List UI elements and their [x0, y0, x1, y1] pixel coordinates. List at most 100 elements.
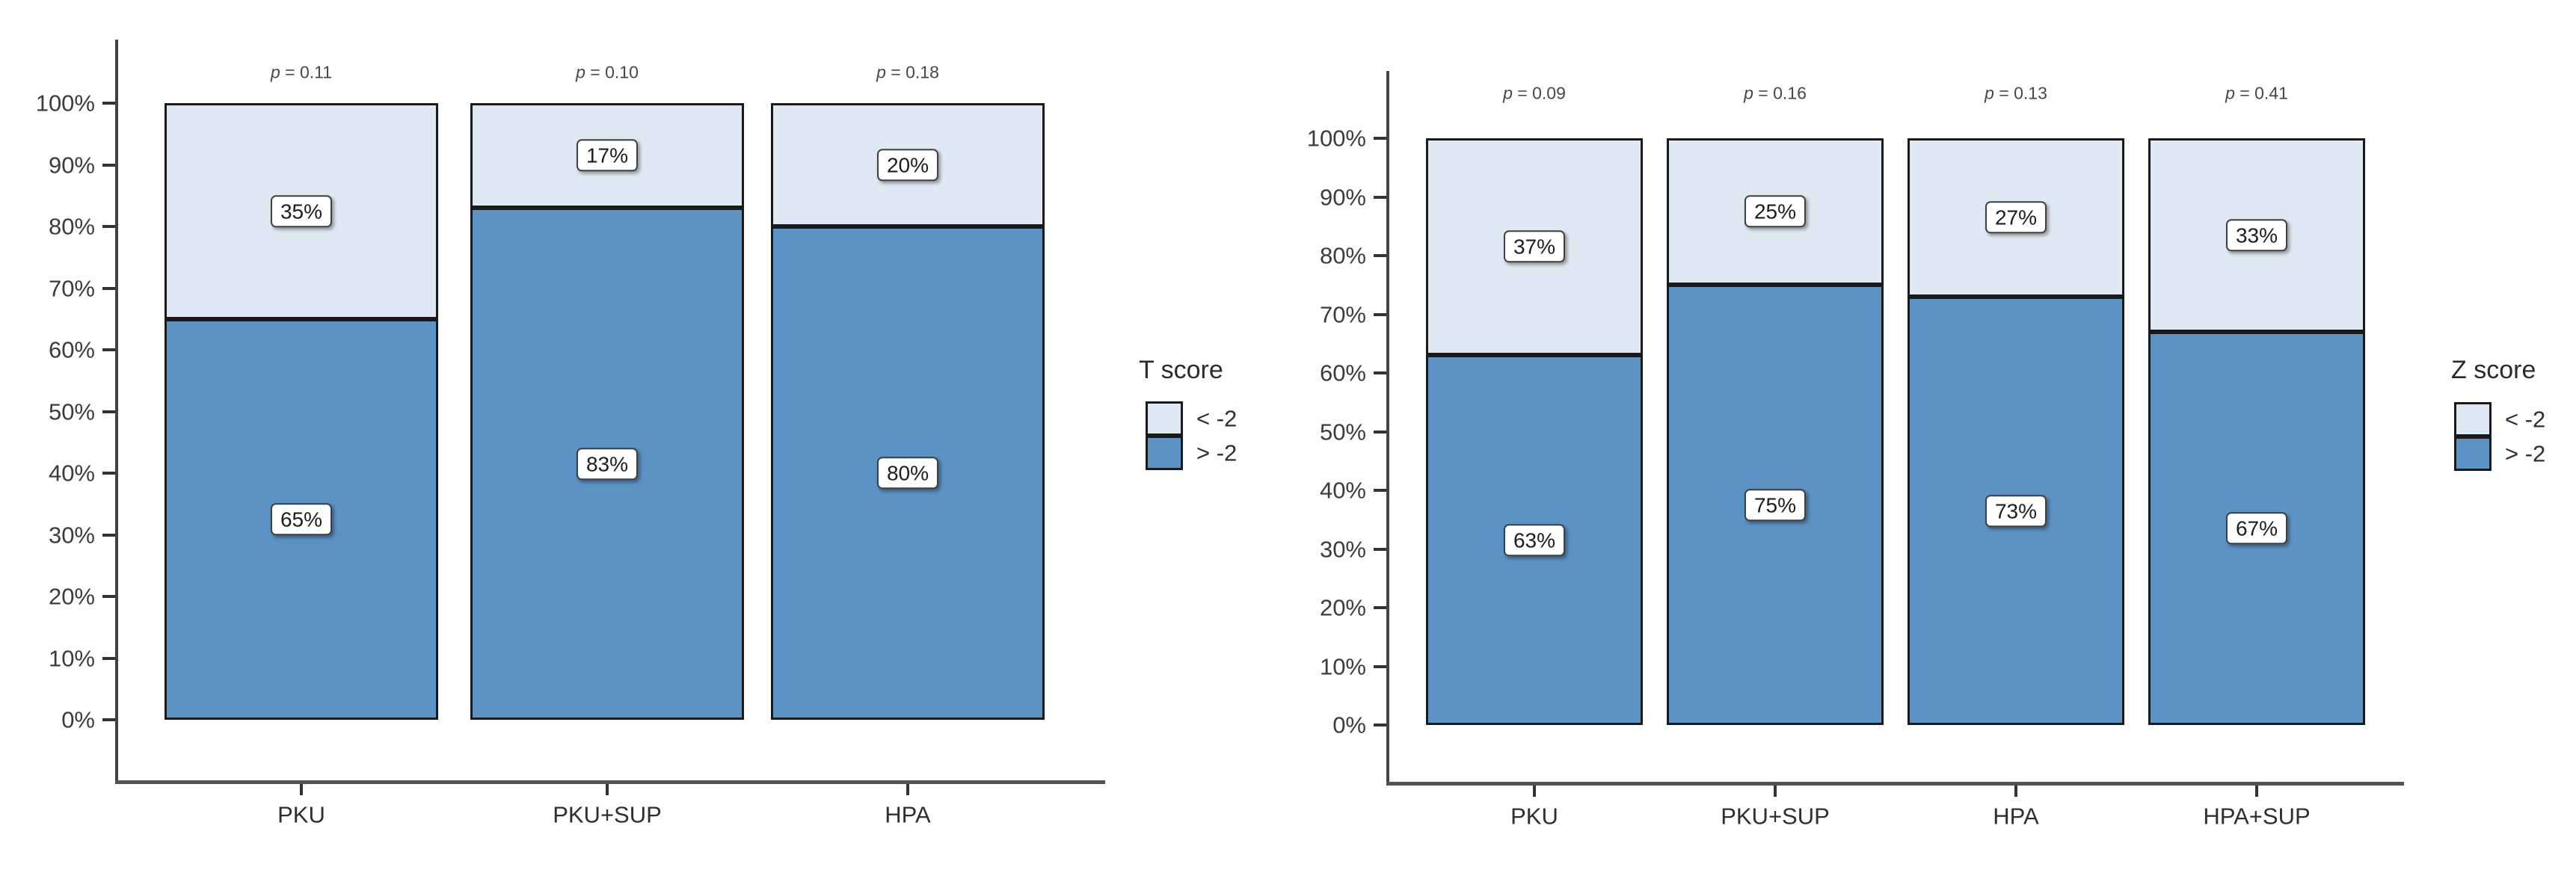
- y-tick-label: 0%: [1332, 712, 1366, 738]
- y-tick-label: 0%: [61, 706, 95, 733]
- p-value-label: p = 0.13: [1985, 83, 2047, 103]
- stacked-bar: [2148, 138, 2365, 725]
- y-tick: [1374, 606, 1386, 609]
- y-tick-label: 20%: [1319, 594, 1366, 621]
- y-tick: [1374, 724, 1386, 726]
- y-tick-label: 10%: [48, 645, 95, 671]
- bar-label: 75%: [1744, 488, 1807, 522]
- category-label: PKU: [1510, 803, 1558, 830]
- legend-swatch: [2454, 402, 2492, 436]
- y-tick-label: 40%: [48, 460, 95, 487]
- p-value-label: p = 0.18: [876, 62, 939, 82]
- y-tick: [1374, 489, 1386, 492]
- bar-label: 37%: [1503, 230, 1566, 263]
- legend-swatch: [2454, 436, 2492, 471]
- p-value-label: p = 0.10: [576, 62, 639, 82]
- legend-label: < -2: [1196, 405, 1238, 432]
- category-label: PKU: [277, 801, 325, 828]
- y-tick: [102, 102, 115, 105]
- y-tick-label: 60%: [48, 336, 95, 363]
- legend-label: < -2: [2505, 406, 2546, 433]
- y-tick-label: 90%: [1319, 184, 1366, 210]
- y-axis-line: [115, 40, 118, 783]
- y-tick: [102, 410, 115, 413]
- y-tick-label: 50%: [1319, 419, 1366, 445]
- stacked-bar: [1908, 138, 2124, 725]
- p-value-label: p = 0.41: [2225, 83, 2288, 103]
- bar-label: 67%: [2225, 512, 2288, 545]
- y-tick-label: 100%: [1306, 125, 1366, 152]
- legend-swatch: [1146, 436, 1183, 470]
- y-tick: [1374, 137, 1386, 140]
- y-tick-label: 60%: [1319, 360, 1366, 386]
- y-tick: [1374, 312, 1386, 316]
- y-tick: [1374, 430, 1386, 434]
- y-tick-label: 40%: [1319, 477, 1366, 504]
- legend-title: Z score: [2451, 356, 2536, 384]
- bar-label: 33%: [2225, 218, 2288, 252]
- y-tick-label: 20%: [48, 583, 95, 610]
- y-tick: [102, 286, 115, 290]
- y-tick: [1374, 371, 1386, 374]
- y-tick: [102, 472, 115, 475]
- legend-label: > -2: [1196, 439, 1238, 466]
- y-tick: [102, 533, 115, 537]
- bar-segment-gt-minus2: [2148, 332, 2365, 725]
- legend-label: > -2: [2505, 440, 2546, 467]
- bar-label: 63%: [1503, 523, 1566, 557]
- y-tick-label: 50%: [48, 398, 95, 425]
- bar-label: 35%: [270, 194, 333, 228]
- stacked-bar: [1426, 138, 1643, 725]
- bar-label: 65%: [270, 503, 333, 536]
- y-tick: [102, 225, 115, 228]
- category-label: HPA: [885, 801, 931, 828]
- bar-label: 80%: [876, 457, 939, 490]
- y-tick: [1374, 547, 1386, 551]
- x-axis-line: [115, 780, 1105, 784]
- y-tick-label: 10%: [1319, 653, 1366, 679]
- category-tick: [1533, 786, 1536, 797]
- y-tick-label: 70%: [1319, 301, 1366, 327]
- stacked-bar: [470, 103, 744, 720]
- y-tick-label: 80%: [48, 213, 95, 240]
- y-tick-label: 80%: [1319, 242, 1366, 269]
- category-tick: [300, 784, 303, 795]
- y-tick: [102, 163, 115, 167]
- category-tick: [1774, 786, 1777, 797]
- p-value-label: p = 0.16: [1744, 83, 1807, 103]
- p-value-label: p = 0.09: [1503, 83, 1566, 103]
- bar-label: 83%: [576, 447, 639, 481]
- category-label: HPA+SUP: [2203, 803, 2311, 830]
- y-tick: [102, 656, 115, 660]
- y-tick-label: 90%: [48, 152, 95, 178]
- bar-label: 73%: [1985, 494, 2047, 528]
- category-label: PKU+SUP: [1721, 803, 1830, 830]
- y-tick: [102, 595, 115, 598]
- y-tick: [1374, 195, 1386, 199]
- bar-label: 20%: [876, 148, 939, 182]
- x-axis-line: [1386, 782, 2404, 786]
- bar-label: 27%: [1985, 201, 2047, 234]
- category-tick: [906, 784, 909, 795]
- y-axis-line: [1386, 71, 1389, 785]
- legend-title: T score: [1139, 356, 1223, 384]
- bar-segment-gt-minus2: [1908, 297, 2124, 725]
- category-tick: [2014, 786, 2017, 797]
- y-tick-label: 70%: [48, 275, 95, 301]
- y-tick: [1374, 254, 1386, 257]
- category-tick: [2255, 786, 2258, 797]
- category-label: HPA: [1993, 803, 2039, 830]
- y-tick: [102, 718, 115, 721]
- p-value-label: p = 0.11: [270, 62, 333, 82]
- category-label: PKU+SUP: [553, 801, 662, 828]
- bar-label: 25%: [1744, 195, 1807, 228]
- bar-label: 17%: [576, 139, 639, 172]
- y-tick: [102, 348, 115, 351]
- category-tick: [606, 784, 609, 795]
- y-tick: [1374, 664, 1386, 668]
- legend-swatch: [1146, 401, 1183, 436]
- y-tick-label: 100%: [35, 90, 95, 117]
- y-tick-label: 30%: [1319, 536, 1366, 562]
- stacked-bar: [771, 103, 1045, 720]
